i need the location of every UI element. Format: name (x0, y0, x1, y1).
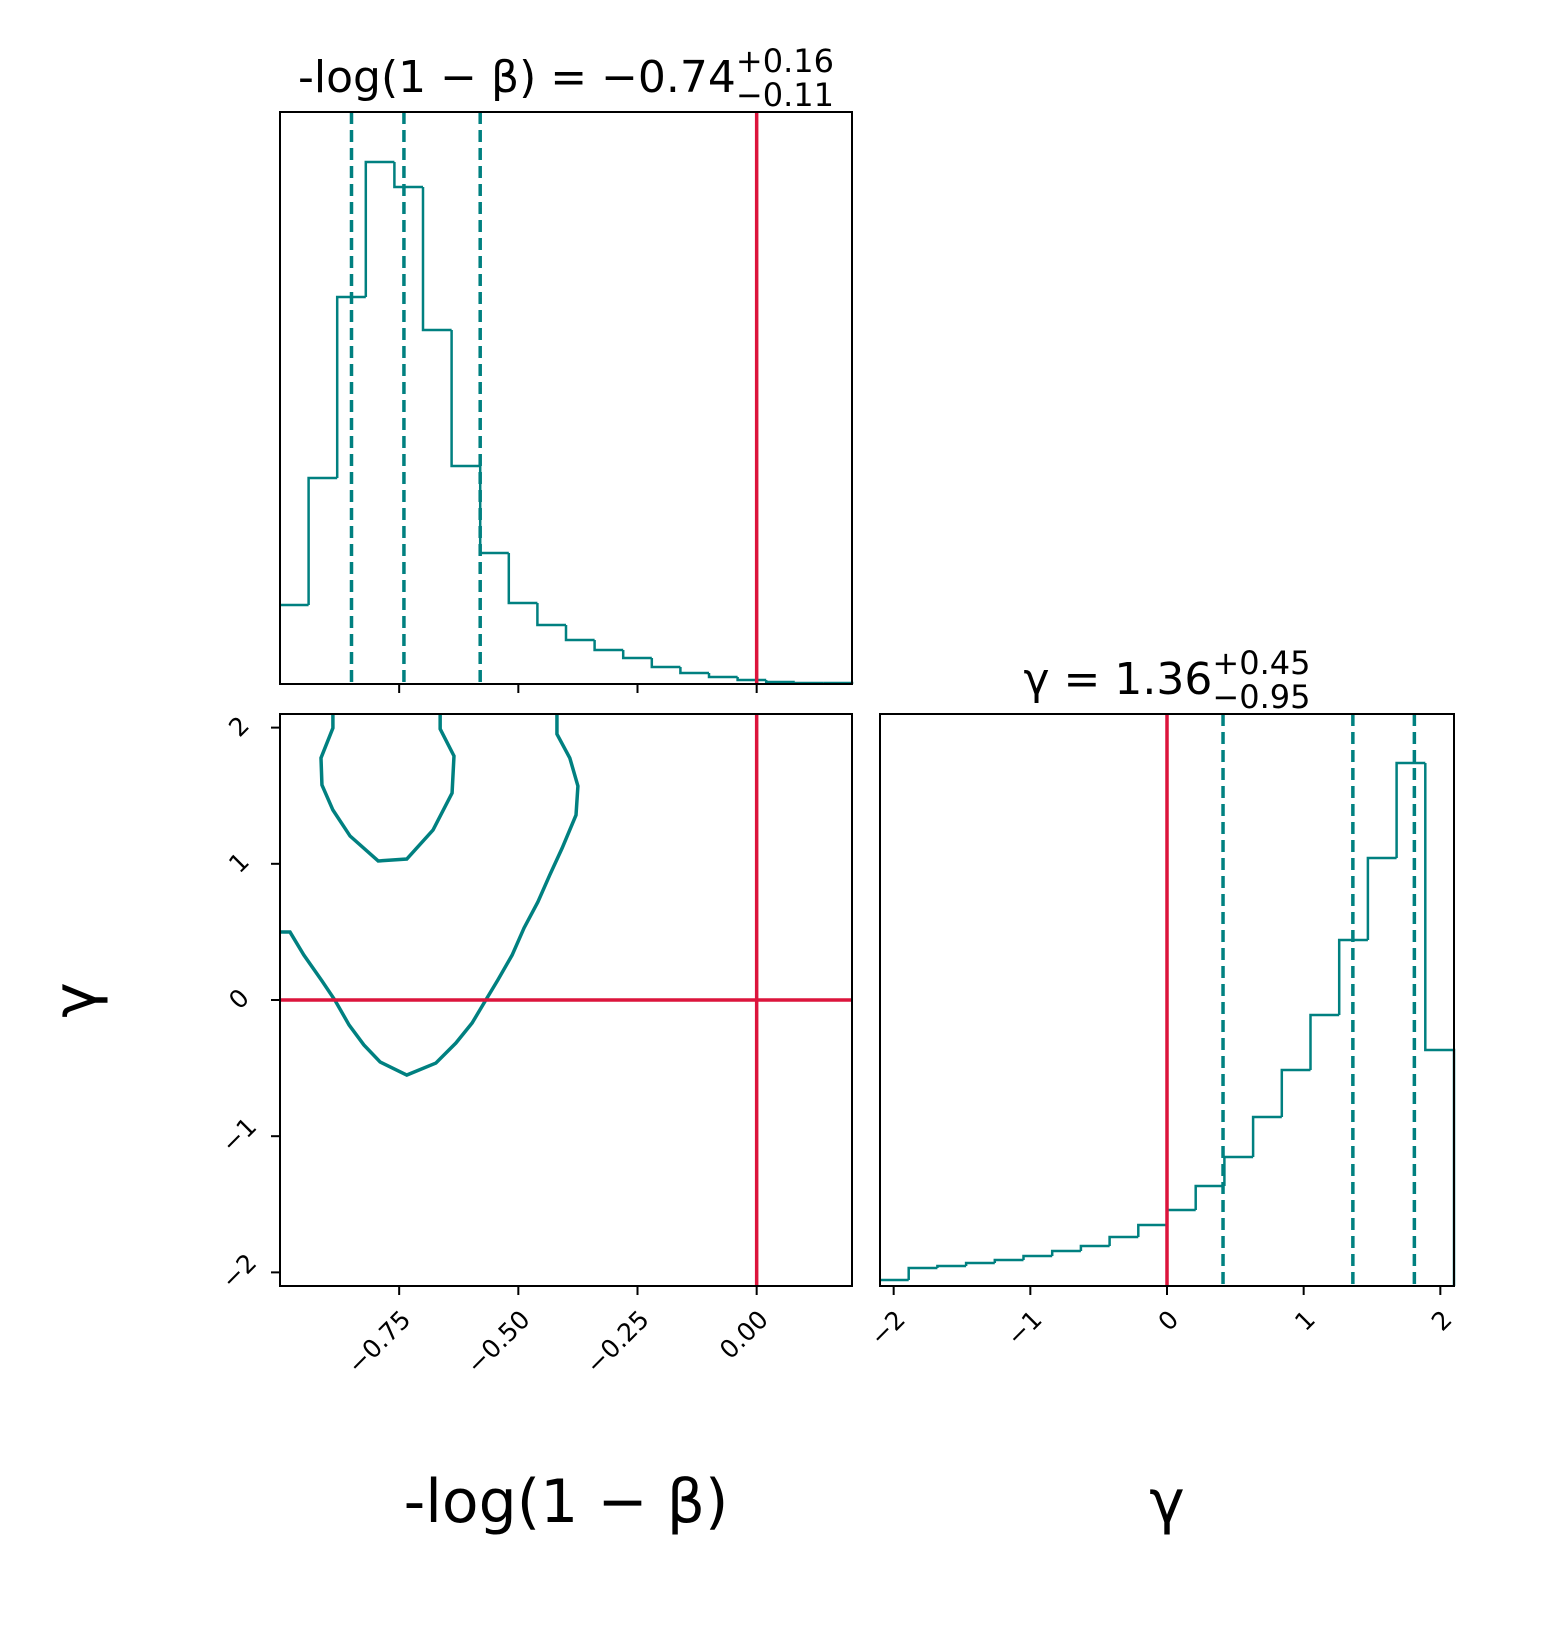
hist-bin (1022, 1254, 1053, 1260)
title-lower: −0.11 (736, 76, 834, 114)
hist-bin (936, 1264, 967, 1268)
hist-bin (1108, 1235, 1139, 1246)
x-tick-label: −1 (1001, 1305, 1048, 1352)
panel-title: -log(1 − β) = −0.74+0.16 (298, 42, 834, 103)
y-tick-label: −2 (216, 1248, 263, 1295)
hist-bin (1251, 1115, 1282, 1157)
x-tick-label: −0.25 (580, 1305, 655, 1380)
hist-bin (335, 295, 366, 478)
y-axis-label: γ (40, 982, 110, 1018)
x-axis-label: γ (1149, 1467, 1185, 1537)
hist-bin (650, 658, 681, 669)
hist-bin (707, 673, 738, 679)
hist-bin (1395, 761, 1426, 858)
hist-bin (1309, 1013, 1340, 1070)
y-tick-label: −1 (216, 1112, 263, 1159)
hist-bin (993, 1258, 1024, 1263)
hist-bin (964, 1261, 995, 1266)
y-tick-label: 0 (223, 983, 255, 1015)
hist-bin (1424, 763, 1456, 1286)
hist-bin (307, 476, 338, 605)
hist-bin (1366, 856, 1397, 940)
title-main: -log(1 − β) = −0.74 (298, 52, 736, 103)
x-tick-label: 0.00 (714, 1305, 774, 1365)
hist-bin (1079, 1244, 1110, 1251)
hist-bin (1223, 1155, 1254, 1186)
hist-bin (564, 625, 595, 642)
x-tick-label: 0 (1153, 1305, 1185, 1337)
hist-bin (507, 553, 538, 605)
axes-frame (279, 111, 853, 685)
title-upper: +0.45 (1212, 644, 1310, 682)
x-axis-label: -log(1 − β) (404, 1467, 729, 1537)
hist-bin (1337, 938, 1368, 1015)
contour-line (319, 714, 456, 863)
hist-bin (764, 680, 795, 684)
hist-bin (1194, 1184, 1225, 1210)
hist-bin (1165, 1208, 1196, 1225)
hist-bin (593, 640, 624, 652)
contour-line (280, 714, 580, 1077)
hist-bin (736, 677, 767, 682)
hist-bin (421, 187, 452, 332)
x-tick-label: −2 (864, 1305, 911, 1352)
hist-bin (793, 681, 824, 685)
x-tick-label: −0.50 (461, 1305, 536, 1380)
hist-bin (1137, 1223, 1167, 1237)
x-tick-label: 2 (1426, 1305, 1458, 1337)
hist-bin (679, 667, 709, 675)
hist-bin (393, 162, 423, 189)
title-upper: +0.16 (736, 42, 834, 80)
hist-bin (364, 160, 395, 297)
hist-bin (478, 466, 509, 555)
hist-bin (907, 1266, 938, 1280)
x-tick-label: 1 (1289, 1305, 1321, 1337)
hist-bin (536, 603, 566, 627)
y-tick-label: 1 (223, 847, 255, 879)
x-tick-label: −0.75 (342, 1305, 417, 1380)
hist-bin (621, 650, 652, 660)
title-main: γ = 1.36 (1024, 654, 1213, 705)
panel-title: γ = 1.36+0.45 (1024, 644, 1311, 705)
y-tick-label: 2 (223, 711, 255, 743)
hist-bin (1280, 1068, 1311, 1117)
hist-bin (1050, 1249, 1081, 1256)
hist-bin (450, 330, 481, 468)
title-lower: −0.95 (1212, 678, 1310, 716)
